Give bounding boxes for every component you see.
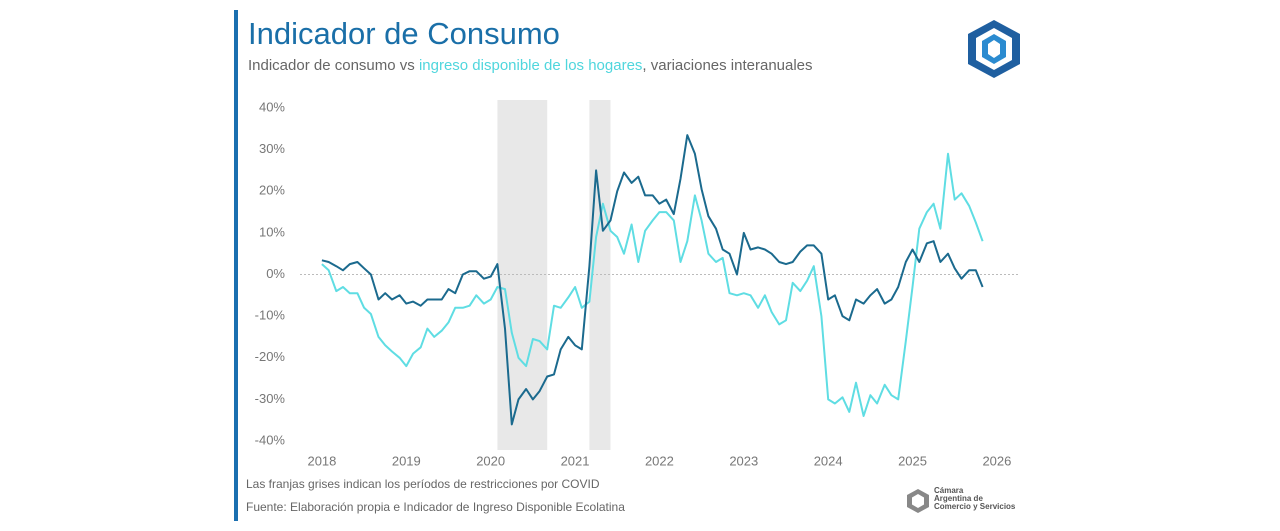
source: Fuente: Elaboración propia e Indicador d… [246, 500, 625, 514]
y-tick-label: 40% [259, 99, 285, 114]
org-name-line: Argentina de [934, 494, 983, 503]
y-tick-label: -30% [255, 391, 286, 406]
x-tick-label: 2018 [307, 453, 336, 468]
x-tick-label: 2020 [476, 453, 505, 468]
x-tick-label: 2026 [982, 453, 1011, 468]
y-tick-label: -10% [255, 308, 286, 323]
series-line [321, 134, 984, 426]
y-tick-label: 30% [259, 141, 285, 156]
note: Las franjas grises indican los períodos … [246, 477, 600, 491]
org-name: Cámara Argentina de Comercio y Servicios [934, 487, 1015, 511]
x-tick-label: 2023 [729, 453, 758, 468]
y-tick-label: 10% [259, 224, 285, 239]
x-tick-label: 2022 [645, 453, 674, 468]
subtitle-series: Indicador de consumo [248, 57, 396, 74]
subtitle-series: ingreso disponible de los hogares [418, 57, 643, 74]
subtitle-suffix: , variaciones interanuales [642, 57, 813, 74]
y-tick-label: -20% [255, 349, 286, 364]
accent-bar [234, 10, 238, 521]
y-tick-label: 20% [259, 183, 285, 198]
logo [968, 20, 1020, 78]
org-name-line: Cámara [934, 486, 964, 495]
x-tick-label: 2019 [392, 453, 421, 468]
chart-title: Indicador de Consumo [248, 16, 560, 51]
org-name-line: Comercio y Servicios [934, 502, 1016, 511]
x-tick-label: 2024 [814, 453, 843, 468]
org-logo [907, 489, 929, 513]
y-tick-label: -40% [255, 432, 286, 447]
x-tick-label: 2025 [898, 453, 927, 468]
y-tick-label: 0% [266, 266, 285, 281]
series-line [321, 152, 984, 417]
subtitle: Indicador de consumo vs ingreso disponib… [248, 57, 813, 74]
chart: 40% 30% 20% 10% 0% -10% -20% -30% -40% 2018 2019 20… [255, 99, 1018, 468]
x-tick-label: 2021 [561, 453, 590, 468]
subtitle-connector: vs [399, 57, 415, 74]
